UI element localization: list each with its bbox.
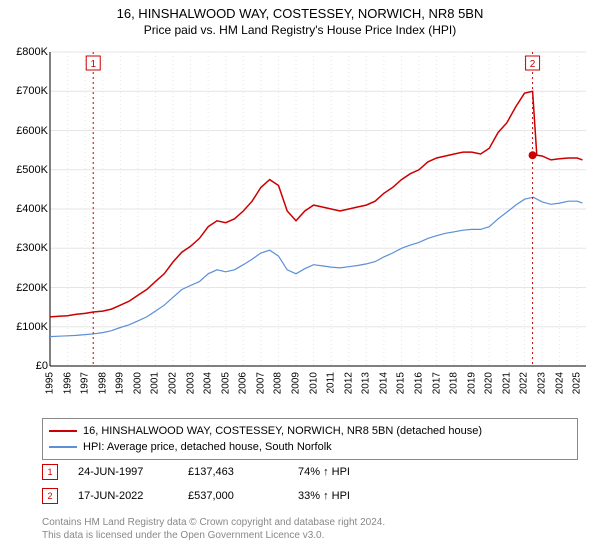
xtick-label: 1998 bbox=[97, 372, 108, 394]
xtick-label: 2016 bbox=[414, 372, 425, 394]
sale-price: £537,000 bbox=[188, 490, 278, 502]
ytick-label: £200K bbox=[8, 282, 48, 294]
ytick-label: £500K bbox=[8, 164, 48, 176]
title-subtitle: Price paid vs. HM Land Registry's House … bbox=[0, 23, 600, 37]
legend-swatch-hpi bbox=[49, 446, 77, 448]
xtick-label: 2021 bbox=[501, 372, 512, 394]
sale-marker: 1 bbox=[42, 464, 58, 480]
footer-line-2: This data is licensed under the Open Gov… bbox=[42, 529, 385, 542]
xtick-label: 2017 bbox=[431, 372, 442, 394]
xtick-label: 2020 bbox=[484, 372, 495, 394]
xtick-label: 1996 bbox=[62, 372, 73, 394]
legend-label-hpi: HPI: Average price, detached house, Sout… bbox=[83, 439, 332, 455]
xtick-label: 2000 bbox=[132, 372, 143, 394]
sale-marker: 2 bbox=[42, 488, 58, 504]
title-address: 16, HINSHALWOOD WAY, COSTESSEY, NORWICH,… bbox=[0, 6, 600, 21]
xtick-label: 2007 bbox=[255, 372, 266, 394]
svg-text:1: 1 bbox=[90, 59, 96, 70]
sale-price: £137,463 bbox=[188, 466, 278, 478]
legend-label-price: 16, HINSHALWOOD WAY, COSTESSEY, NORWICH,… bbox=[83, 423, 482, 439]
xtick-label: 2004 bbox=[203, 372, 214, 394]
footer: Contains HM Land Registry data © Crown c… bbox=[42, 516, 385, 542]
ytick-label: £0 bbox=[8, 360, 48, 372]
title-block: 16, HINSHALWOOD WAY, COSTESSEY, NORWICH,… bbox=[0, 0, 600, 37]
xtick-label: 2002 bbox=[168, 372, 179, 394]
xtick-label: 2005 bbox=[220, 372, 231, 394]
xtick-label: 2013 bbox=[361, 372, 372, 394]
xtick-label: 2011 bbox=[326, 372, 337, 394]
xtick-label: 1999 bbox=[115, 372, 126, 394]
legend: 16, HINSHALWOOD WAY, COSTESSEY, NORWICH,… bbox=[42, 418, 578, 460]
sale-row: 2 17-JUN-2022 £537,000 33% ↑ HPI bbox=[42, 484, 578, 508]
sale-delta: 33% ↑ HPI bbox=[298, 490, 388, 502]
xtick-label: 2010 bbox=[308, 372, 319, 394]
legend-row-1: 16, HINSHALWOOD WAY, COSTESSEY, NORWICH,… bbox=[49, 423, 571, 439]
xtick-label: 2015 bbox=[396, 372, 407, 394]
xtick-label: 2003 bbox=[185, 372, 196, 394]
sale-date: 17-JUN-2022 bbox=[78, 490, 168, 502]
sales-table: 1 24-JUN-1997 £137,463 74% ↑ HPI 2 17-JU… bbox=[42, 460, 578, 508]
sale-date: 24-JUN-1997 bbox=[78, 466, 168, 478]
xtick-label: 2014 bbox=[378, 372, 389, 394]
ytick-label: £700K bbox=[8, 85, 48, 97]
chart-container: 16, HINSHALWOOD WAY, COSTESSEY, NORWICH,… bbox=[0, 0, 600, 560]
xtick-label: 2001 bbox=[150, 372, 161, 394]
xtick-label: 2023 bbox=[537, 372, 548, 394]
ytick-label: £300K bbox=[8, 242, 48, 254]
xtick-label: 1997 bbox=[80, 372, 91, 394]
footer-line-1: Contains HM Land Registry data © Crown c… bbox=[42, 516, 385, 529]
xtick-label: 2018 bbox=[449, 372, 460, 394]
xtick-label: 1995 bbox=[45, 372, 56, 394]
sale-delta: 74% ↑ HPI bbox=[298, 466, 388, 478]
xtick-label: 2019 bbox=[466, 372, 477, 394]
xtick-label: 2006 bbox=[238, 372, 249, 394]
legend-row-2: HPI: Average price, detached house, Sout… bbox=[49, 439, 571, 455]
ytick-label: £600K bbox=[8, 125, 48, 137]
ytick-label: £100K bbox=[8, 321, 48, 333]
sale-row: 1 24-JUN-1997 £137,463 74% ↑ HPI bbox=[42, 460, 578, 484]
xtick-label: 2012 bbox=[343, 372, 354, 394]
ytick-label: £800K bbox=[8, 46, 48, 58]
xtick-label: 2009 bbox=[291, 372, 302, 394]
chart-svg: 12 bbox=[42, 48, 590, 408]
xtick-label: 2025 bbox=[572, 372, 583, 394]
xtick-label: 2022 bbox=[519, 372, 530, 394]
ytick-label: £400K bbox=[8, 203, 48, 215]
svg-text:2: 2 bbox=[530, 59, 536, 70]
legend-swatch-price bbox=[49, 430, 77, 432]
xtick-label: 2008 bbox=[273, 372, 284, 394]
xtick-label: 2024 bbox=[554, 372, 565, 394]
